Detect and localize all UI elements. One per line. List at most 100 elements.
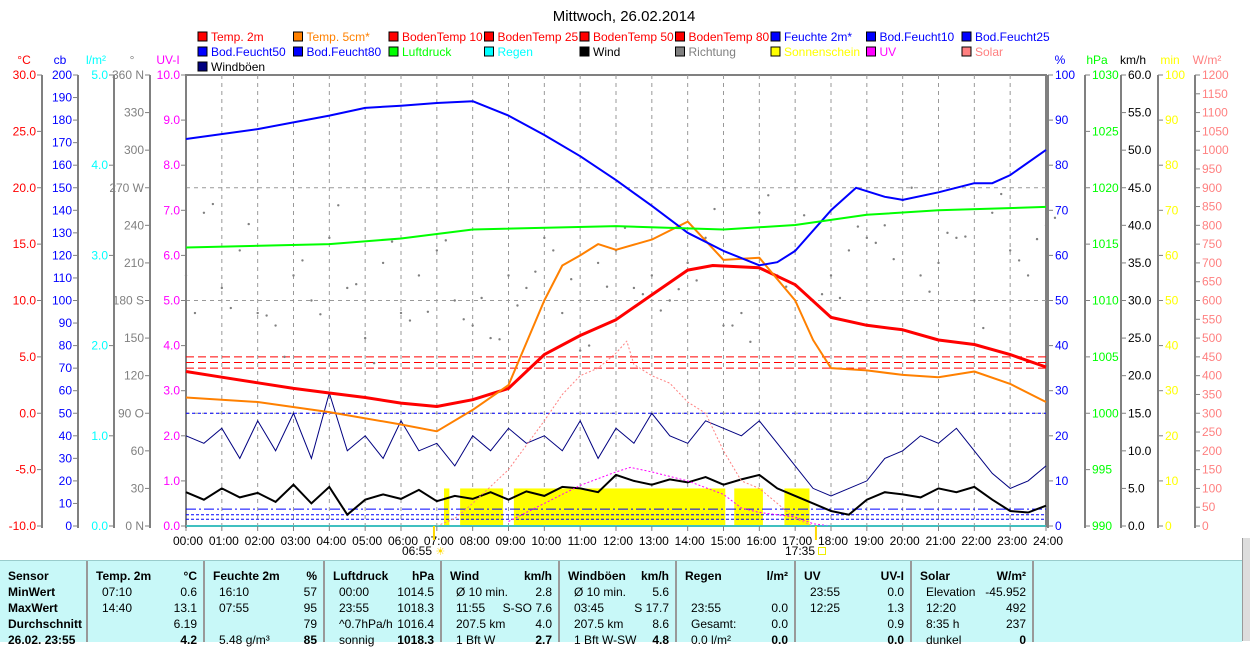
direction-dot xyxy=(543,236,546,240)
axes: °C -10.0 -5.0 0.0 5.0 10.0 15.0 20.0 25.0 30.0 cb 0… xyxy=(9,53,1229,533)
direction-dot xyxy=(578,349,582,352)
sunrise-time: 06:55 xyxy=(402,544,433,558)
table-value: 2.8 xyxy=(535,585,552,599)
row-label: Durchschnitt xyxy=(8,617,83,631)
legend-label: Bod.Feucht80 xyxy=(307,45,382,59)
table-value: 1018.3 xyxy=(397,601,434,615)
x-tick-label: 05:00 xyxy=(352,534,382,548)
dir-tick-label: 270 W xyxy=(109,181,144,195)
kmh-tick-label: 5.0 xyxy=(1128,481,1145,495)
column-header: Wind xyxy=(450,569,480,583)
cb-tick-label: 110 xyxy=(53,271,72,285)
table-column-uv: UV UV-I 23:55 0.0 12:25 1.3 0.9 0.0 xyxy=(796,561,912,647)
x-tick-label: 02:00 xyxy=(245,534,275,548)
kmh-tick-label: 45.0 xyxy=(1128,181,1152,195)
direction-dot xyxy=(785,285,788,288)
direction-dot xyxy=(184,274,188,277)
sunset-time: 17:35 xyxy=(785,544,816,558)
direction-dot xyxy=(713,207,716,211)
wm2-tick-label: 900 xyxy=(1202,181,1222,195)
table-value: S-SO 7.6 xyxy=(502,601,552,615)
pct-tick-label: 10 xyxy=(1055,474,1069,488)
cb-axis-unit: cb xyxy=(54,53,67,67)
legend-swatch xyxy=(770,31,781,42)
direction-dot xyxy=(229,306,232,310)
cb-tick-label: 80 xyxy=(59,339,73,353)
direction-dot xyxy=(211,202,215,206)
direction-dot xyxy=(668,299,671,302)
direction-dot xyxy=(1008,249,1012,252)
direction-dot xyxy=(587,344,591,347)
direction-dot xyxy=(417,274,421,277)
legend-swatch xyxy=(293,46,303,57)
direction-dot xyxy=(480,296,483,300)
pct-tick-label: 100 xyxy=(1055,68,1075,82)
direction-dot xyxy=(865,236,869,240)
cb-tick-label: 90 xyxy=(59,316,73,330)
direction-dot xyxy=(471,324,474,327)
pct-tick-label: 20 xyxy=(1055,429,1069,443)
sunrise-label: 06:55 ☀ xyxy=(402,544,445,558)
direction-dot xyxy=(847,249,851,252)
kmh-tick-label: 55.0 xyxy=(1128,106,1152,120)
direction-dot xyxy=(193,311,197,315)
dir-tick-label: 180 S xyxy=(113,294,144,308)
table-value: 1016.4 xyxy=(397,617,434,631)
wm2-tick-label: 0 xyxy=(1202,519,1209,533)
column-unit: °C xyxy=(183,569,197,583)
pct-tick-label: 50 xyxy=(1055,294,1069,308)
table-cell: 11:55 xyxy=(456,601,486,615)
direction-dot xyxy=(408,319,412,322)
column-unit: % xyxy=(306,569,317,583)
min-axis-unit: min xyxy=(1160,53,1179,67)
sunset-label: 17:35 xyxy=(785,544,827,558)
wm2-tick-label: 450 xyxy=(1202,350,1222,364)
wm2-tick-label: 350 xyxy=(1202,387,1222,401)
table-cell: 03:45 xyxy=(574,601,605,615)
dir-tick-label: 30 xyxy=(131,481,145,495)
x-tick-label: 20:00 xyxy=(890,534,920,548)
tempC-tick-label: -10.0 xyxy=(9,519,37,533)
hpa-tick-label: 1010 xyxy=(1092,294,1119,308)
table-cell: 23:55 xyxy=(691,601,722,615)
cb-tick-label: 120 xyxy=(52,248,72,262)
tempC-tick-label: 20.0 xyxy=(13,181,37,195)
cb-tick-label: 190 xyxy=(52,91,72,105)
direction-dot xyxy=(883,224,886,227)
legend-label: Richtung xyxy=(689,45,736,59)
direction-dot xyxy=(695,279,698,282)
row-label: MinWert xyxy=(8,585,56,599)
kmh-tick-label: 35.0 xyxy=(1128,256,1152,270)
min-tick-label: 70 xyxy=(1165,203,1179,217)
direction-dot xyxy=(964,235,967,238)
wm2-tick-label: 850 xyxy=(1202,200,1222,214)
direction-dot xyxy=(874,241,877,245)
uvi-tick-label: 8.0 xyxy=(163,158,180,172)
kmh-tick-label: 15.0 xyxy=(1128,406,1152,420)
x-tick-label: 00:00 xyxy=(173,534,203,548)
table-cell: 16:10 xyxy=(219,585,250,599)
wm2-tick-label: 100 xyxy=(1202,481,1222,495)
pct-tick-label: 30 xyxy=(1055,384,1069,398)
direction-dot xyxy=(767,194,770,197)
min-tick-label: 40 xyxy=(1165,339,1179,353)
temp-5cm-line xyxy=(185,220,1047,433)
direction-dot xyxy=(516,304,519,307)
x-tick-label: 10:00 xyxy=(531,534,561,548)
direction-dot xyxy=(650,274,654,277)
direction-dot xyxy=(489,336,492,340)
direction-dot xyxy=(740,311,743,315)
scrollbar[interactable] xyxy=(1242,538,1250,641)
uvi-tick-label: 5.0 xyxy=(163,294,180,308)
kmh-tick-label: 30.0 xyxy=(1128,294,1152,308)
dir-tick-label: 150 xyxy=(124,331,144,345)
legend-label: UV xyxy=(880,45,897,59)
table-cell: 07:10 xyxy=(102,585,133,599)
wm2-tick-label: 550 xyxy=(1202,312,1222,326)
direction-dot xyxy=(372,361,376,365)
x-tick-label: 08:00 xyxy=(460,534,490,548)
cb-tick-label: 140 xyxy=(52,203,72,217)
column-header: Sensor xyxy=(8,569,49,583)
legend-swatch xyxy=(197,46,208,57)
kmh-tick-label: 50.0 xyxy=(1128,143,1152,157)
